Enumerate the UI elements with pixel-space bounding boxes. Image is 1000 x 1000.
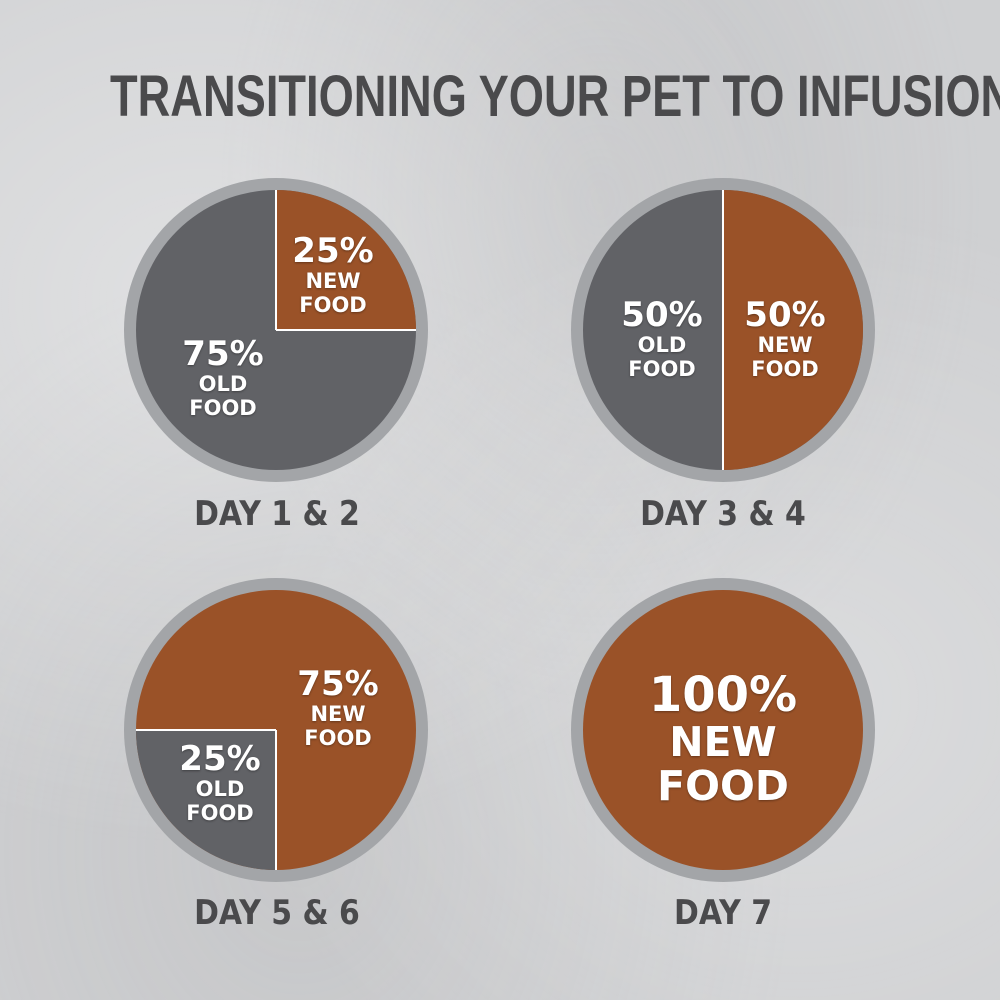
day-label: DAY 5 & 6: [194, 893, 360, 933]
pie-slice-new-food: [276, 190, 416, 330]
pie-slice-old-food: [136, 730, 276, 870]
slice-label-new-food: 50% NEW FOOD: [744, 295, 826, 381]
pie-chart-day-7: [570, 577, 876, 883]
pie-chart-day-1-2: [123, 177, 429, 483]
pie-chart-day-3-4: [570, 177, 876, 483]
slice-label-new-food: 100% NEW FOOD: [648, 667, 798, 810]
pie-slice-new-food: [723, 190, 863, 470]
slice-label-old-food: 75% OLD FOOD: [182, 334, 264, 420]
day-label: DAY 3 & 4: [640, 494, 806, 534]
pie-chart-day-5-6: [123, 577, 429, 883]
day-label: DAY 7: [673, 893, 773, 933]
slice-label-old-food: 50% OLD FOOD: [621, 295, 703, 381]
slice-label-new-food: 75% NEW FOOD: [297, 664, 379, 750]
day-label: DAY 1 & 2: [194, 494, 360, 534]
page-title: TRANSITIONING YOUR PET TO INFUSION: [110, 64, 1000, 129]
slice-label-old-food: 25% OLD FOOD: [179, 739, 261, 825]
pie-slice-new-food: [583, 590, 863, 870]
slice-label-new-food: 25% NEW FOOD: [292, 231, 374, 317]
